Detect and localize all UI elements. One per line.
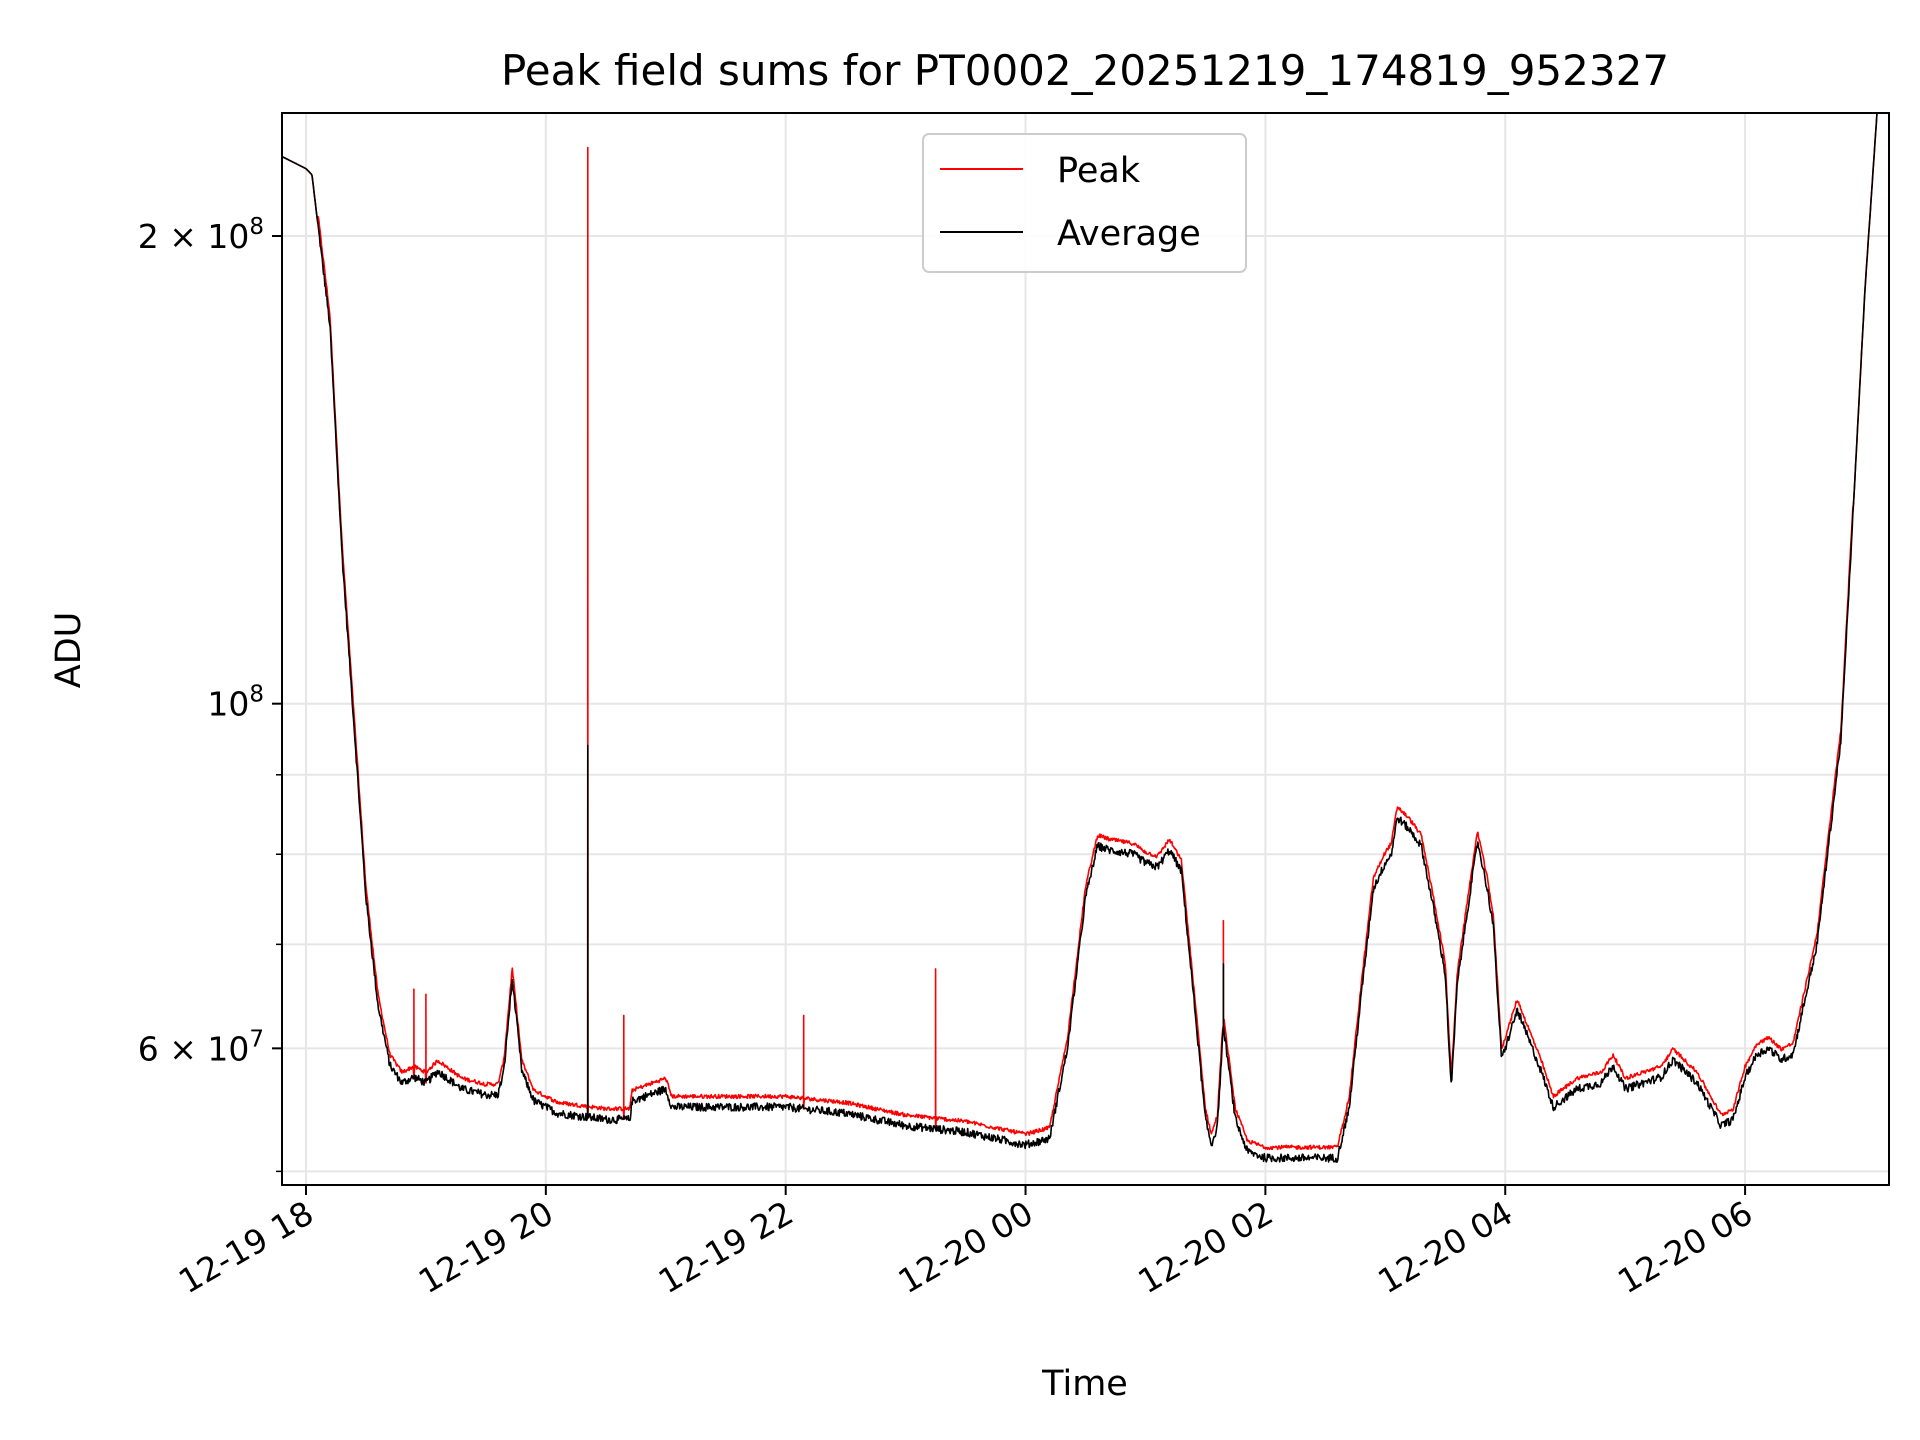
series-layer xyxy=(281,112,1890,1163)
y-tick-label: 6 × 107 xyxy=(138,1026,264,1068)
chart-title: Peak field sums for PT0002_20251219_1748… xyxy=(501,46,1669,95)
grid xyxy=(282,113,1889,1185)
y-axis-label: ADU xyxy=(49,612,89,689)
x-axis-label: Time xyxy=(1041,1364,1128,1404)
series-line-peak xyxy=(281,112,1890,1151)
legend: Peak Average xyxy=(922,133,1247,273)
y-tick-label: 108 xyxy=(207,682,264,724)
legend-peak-label: Peak xyxy=(1057,151,1141,191)
series-line-average xyxy=(281,112,1890,1163)
legend-average-label: Average xyxy=(1057,214,1201,254)
plot-frame xyxy=(281,112,1890,1186)
y-tick-label: 2 × 108 xyxy=(138,214,264,256)
